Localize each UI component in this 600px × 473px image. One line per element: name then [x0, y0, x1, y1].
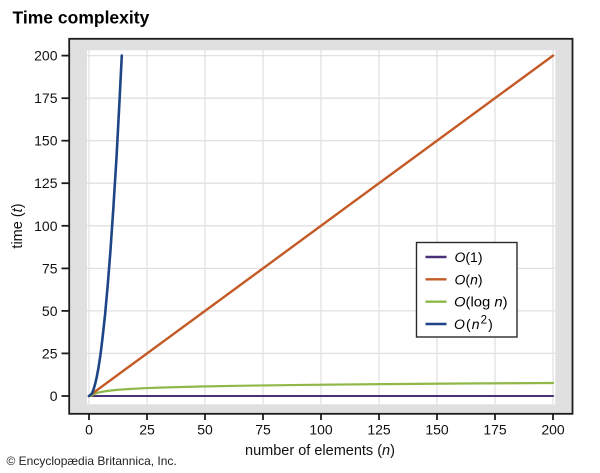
- svg-text:50: 50: [197, 422, 213, 438]
- svg-text:125: 125: [367, 422, 391, 438]
- svg-text:25: 25: [139, 422, 155, 438]
- svg-text:0: 0: [85, 422, 93, 438]
- svg-text:0: 0: [50, 388, 58, 404]
- svg-text:100: 100: [34, 218, 58, 234]
- svg-text:O(1): O(1): [455, 249, 483, 265]
- svg-text:O(n): O(n): [455, 271, 483, 287]
- svg-text:200: 200: [541, 422, 565, 438]
- svg-text:75: 75: [255, 422, 271, 438]
- svg-text:75: 75: [42, 260, 58, 276]
- svg-text:Time complexity: Time complexity: [13, 7, 150, 27]
- svg-text:150: 150: [425, 422, 449, 438]
- svg-text:50: 50: [42, 303, 58, 319]
- svg-text:100: 100: [309, 422, 333, 438]
- svg-text:125: 125: [34, 175, 58, 191]
- svg-text:175: 175: [483, 422, 507, 438]
- svg-text:time (t): time (t): [10, 203, 26, 248]
- svg-text:number of elements (n): number of elements (n): [245, 443, 395, 459]
- svg-text:25: 25: [42, 345, 58, 361]
- svg-text:O(log n): O(log n): [454, 295, 508, 311]
- svg-text:O(n2): O(n2): [454, 315, 494, 333]
- svg-text:200: 200: [34, 48, 58, 64]
- svg-text:150: 150: [34, 133, 58, 149]
- svg-text:© Encyclopædia Britannica, Inc: © Encyclopædia Britannica, Inc.: [7, 454, 177, 468]
- svg-text:175: 175: [34, 90, 58, 106]
